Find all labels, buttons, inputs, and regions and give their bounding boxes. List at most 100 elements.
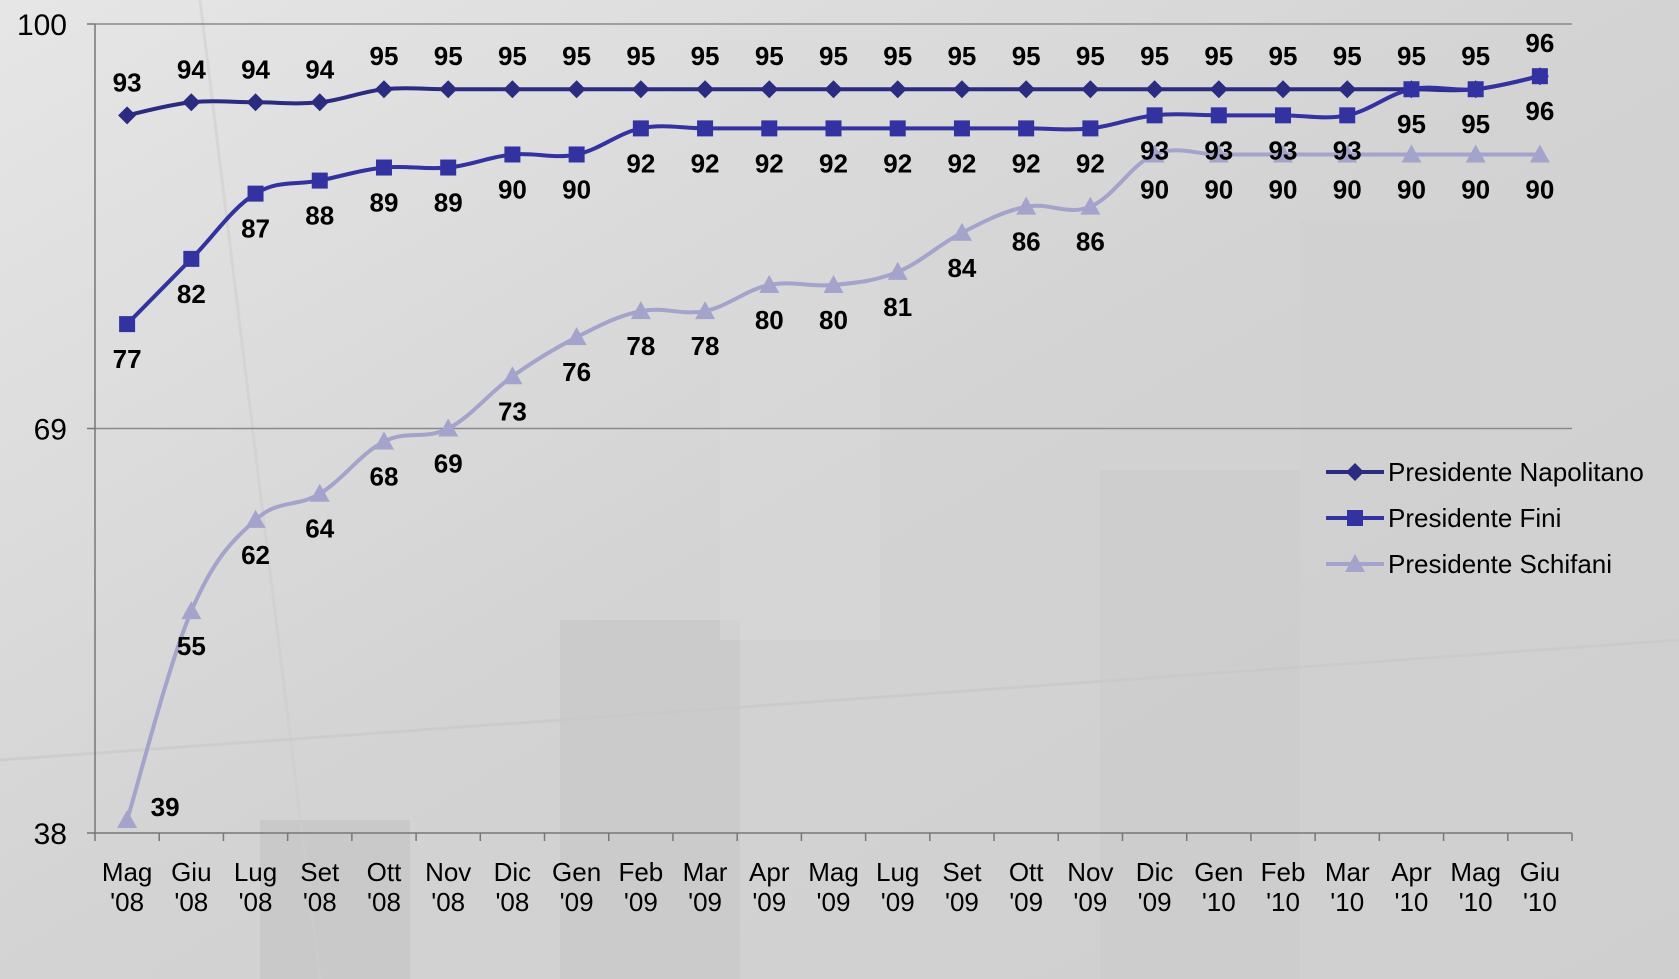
x-tick-month: Gen	[1194, 857, 1243, 887]
data-point	[1338, 80, 1357, 99]
data-point	[1144, 144, 1165, 163]
x-tick-month: Lug	[234, 857, 277, 887]
data-label: 95	[1461, 41, 1490, 71]
data-point	[630, 301, 651, 320]
x-tick-year: '10	[1202, 887, 1236, 917]
x-tick-label: Set '09	[942, 857, 982, 917]
x-tick-month: Mag	[102, 857, 153, 887]
x-tick-label: Mag '08	[102, 857, 153, 917]
data-point	[183, 250, 200, 267]
x-tick-month: Lug	[876, 857, 919, 887]
data-label: 90	[1269, 174, 1298, 204]
x-tick-label: Gen '09	[552, 857, 601, 917]
x-tick-label: Nov '09	[1067, 857, 1113, 917]
data-point	[1529, 144, 1550, 163]
data-point	[440, 159, 457, 176]
data-label: 81	[883, 292, 912, 322]
x-tick-label: Giu '10	[1520, 857, 1560, 917]
data-label: 62	[241, 540, 270, 570]
y-tick-label: 38	[34, 818, 67, 851]
legend-marker	[1346, 463, 1364, 481]
data-label: 95	[1204, 41, 1233, 71]
data-label: 93	[1140, 135, 1169, 165]
x-tick-label: Feb '09	[618, 857, 663, 917]
data-label: 89	[370, 188, 399, 218]
x-tick-label: Mar '10	[1325, 857, 1370, 917]
data-label: 55	[177, 631, 206, 661]
data-point	[888, 80, 907, 99]
x-tick-label: Dic '09	[1136, 857, 1174, 917]
data-point	[761, 120, 778, 137]
x-tick-year: '10	[1459, 887, 1493, 917]
x-tick-month: Set	[300, 857, 340, 887]
data-point	[1208, 144, 1229, 163]
data-point	[568, 146, 585, 163]
x-tick-year: '09	[688, 887, 722, 917]
x-tick-label: Dic '08	[494, 857, 532, 917]
x-tick-year: '10	[1330, 887, 1364, 917]
x-tick-month: Apr	[1391, 857, 1432, 887]
data-point	[438, 418, 459, 437]
x-tick-year: '08	[431, 887, 465, 917]
data-point	[504, 146, 521, 163]
data-label: 92	[1012, 148, 1041, 178]
x-tick-label: Ott '09	[1009, 857, 1044, 917]
data-point	[952, 80, 971, 99]
data-label: 86	[1076, 227, 1105, 257]
y-tick-label: 100	[17, 9, 67, 42]
y-axis-ticks: 100 69 38	[17, 9, 67, 851]
data-point	[181, 601, 202, 620]
data-label: 95	[691, 41, 720, 71]
series-group	[117, 67, 1550, 828]
data-label: 95	[1076, 41, 1105, 71]
data-point	[567, 80, 586, 99]
data-point	[246, 93, 265, 112]
data-label: 88	[305, 201, 334, 231]
legend-marker	[1345, 554, 1365, 572]
data-point	[951, 222, 972, 241]
data-point	[695, 301, 716, 320]
x-tick-year: '09	[560, 887, 594, 917]
data-labels: 93 94 94 94 95 95 95 95 95 95 95 95 95 95 95 95 95 95 95 95…	[113, 28, 1555, 822]
data-point	[374, 80, 393, 99]
x-tick-year: '10	[1266, 887, 1300, 917]
x-tick-label: Lug '09	[876, 857, 919, 917]
data-point	[759, 274, 780, 293]
data-point	[1082, 120, 1099, 137]
data-point	[310, 93, 329, 112]
data-label: 92	[626, 148, 655, 178]
data-point	[887, 261, 908, 280]
x-tick-month: Set	[942, 857, 982, 887]
data-point	[245, 509, 266, 528]
data-point	[1275, 107, 1292, 124]
x-tick-label: Mag '10	[1450, 857, 1501, 917]
data-label: 95	[562, 41, 591, 71]
x-tick-year: '09	[752, 887, 786, 917]
data-point	[1273, 144, 1294, 163]
data-point	[632, 120, 649, 137]
data-point	[1081, 80, 1100, 99]
data-point	[119, 316, 136, 333]
data-label: 95	[1269, 41, 1298, 71]
data-label: 95	[1397, 109, 1426, 139]
legend-label: Presidente Schifani	[1388, 549, 1612, 579]
data-point	[1274, 80, 1293, 99]
data-point	[1531, 68, 1548, 85]
legend-marker	[1347, 510, 1363, 526]
data-label: 90	[1525, 174, 1554, 204]
x-tick-month: Mar	[1325, 857, 1370, 887]
data-point	[760, 80, 779, 99]
x-tick-month: Gen	[552, 857, 601, 887]
data-label: 89	[434, 188, 463, 218]
data-point	[566, 327, 587, 346]
x-tick-year: '08	[495, 887, 529, 917]
x-tick-label: Mar '09	[683, 857, 728, 917]
data-label: 93	[113, 67, 142, 97]
x-tick-month: Giu	[1520, 857, 1560, 887]
x-tick-year: '08	[303, 887, 337, 917]
x-tick-month: Ott	[367, 857, 402, 887]
x-tick-year: '09	[817, 887, 851, 917]
data-point	[953, 120, 970, 137]
